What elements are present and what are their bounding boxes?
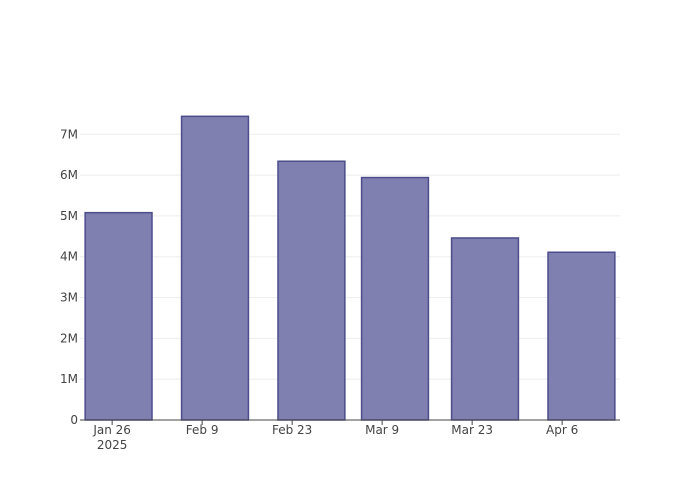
y-tick-label: 5M: [60, 209, 78, 223]
x-tick-label-line: Mar 9: [365, 423, 399, 437]
x-tick-label: Mar 9: [365, 423, 399, 437]
y-tick-label: 1M: [60, 372, 78, 386]
x-tick-label: Mar 23: [451, 423, 493, 437]
bar: [84, 211, 153, 421]
y-tick-label: 2M: [60, 331, 78, 345]
y-tick-label: 0: [70, 413, 78, 427]
x-tick-label-line: Feb 23: [272, 423, 312, 437]
bar: [360, 176, 430, 421]
bar: [180, 115, 250, 421]
bar: [450, 237, 520, 421]
y-tick-label: 6M: [60, 168, 78, 182]
x-tick-label: Feb 9: [186, 423, 219, 437]
x-tick-label: Feb 23: [272, 423, 312, 437]
x-tick-label-line: Jan 26: [92, 423, 131, 437]
y-tick-label: 7M: [60, 127, 78, 141]
bar: [277, 160, 346, 421]
x-tick-label-line: Mar 23: [451, 423, 493, 437]
x-tick-label: Apr 6: [546, 423, 578, 437]
y-tick-label: 4M: [60, 250, 78, 264]
x-tick-label: Jan 26 2025: [92, 423, 131, 452]
bar: [547, 251, 616, 421]
y-tick-label: 3M: [60, 291, 78, 305]
x-tick-label-line: Feb 9: [186, 423, 219, 437]
x-tick-label-line: 2025: [97, 438, 128, 452]
x-tick-label-line: Apr 6: [546, 423, 578, 437]
